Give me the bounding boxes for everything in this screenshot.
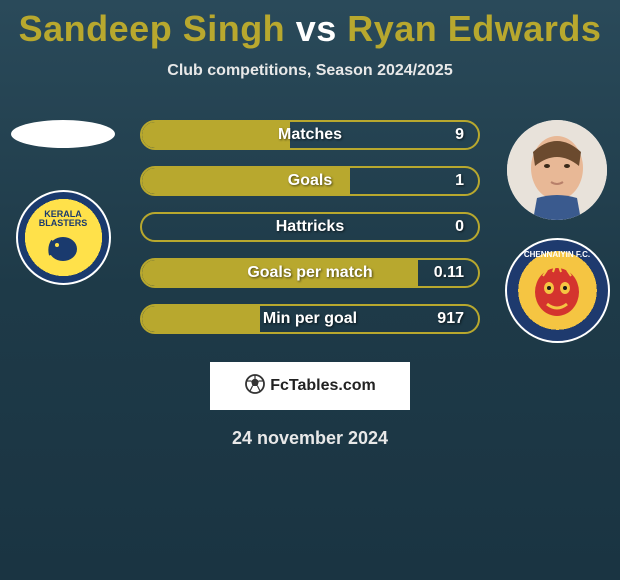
stat-bar-min-per-goal: Min per goal917 xyxy=(140,304,480,334)
badge-chennai-label: CHENNAIYIN F.C. xyxy=(524,250,590,259)
soccer-ball-icon xyxy=(244,373,266,400)
player2-avatar xyxy=(507,120,607,220)
logo-text: FcTables.com xyxy=(270,377,376,395)
stat-bar-label: Goals xyxy=(142,172,478,190)
player1-club-badge: KERALA BLASTERS xyxy=(16,190,111,285)
vs-separator: vs xyxy=(296,8,337,49)
comparison-title: Sandeep Singh vs Ryan Edwards xyxy=(0,0,620,50)
stat-bar-label: Min per goal xyxy=(142,310,478,328)
stat-bars: Matches9Goals1Hattricks0Goals per match0… xyxy=(140,120,480,334)
stat-bar-value: 917 xyxy=(437,310,464,328)
stat-bar-label: Goals per match xyxy=(142,264,478,282)
player2-club-badge: CHENNAIYIN F.C. xyxy=(505,238,610,343)
player2-column: CHENNAIYIN F.C. xyxy=(502,120,612,343)
fctables-logo: FcTables.com xyxy=(210,362,410,410)
stat-bar-matches: Matches9 xyxy=(140,120,480,150)
stat-bar-label: Matches xyxy=(142,126,478,144)
player1-avatar xyxy=(11,120,115,148)
player1-column: KERALA BLASTERS xyxy=(8,120,118,285)
player1-name: Sandeep Singh xyxy=(19,8,286,49)
comparison-date: 24 november 2024 xyxy=(0,428,620,449)
stat-bar-value: 0.11 xyxy=(434,264,464,282)
stat-bar-label: Hattricks xyxy=(142,218,478,236)
stat-bar-value: 1 xyxy=(455,172,464,190)
stat-bar-goals-per-match: Goals per match0.11 xyxy=(140,258,480,288)
stat-bar-value: 9 xyxy=(455,126,464,144)
stat-bar-hattricks: Hattricks0 xyxy=(140,212,480,242)
badge-kerala-label: KERALA BLASTERS xyxy=(39,210,88,228)
player2-name: Ryan Edwards xyxy=(347,8,601,49)
stat-bar-goals: Goals1 xyxy=(140,166,480,196)
subtitle: Club competitions, Season 2024/2025 xyxy=(0,62,620,80)
stat-bar-value: 0 xyxy=(455,218,464,236)
comparison-content: KERALA BLASTERS CHENNAIYIN F.C. xyxy=(0,120,620,334)
